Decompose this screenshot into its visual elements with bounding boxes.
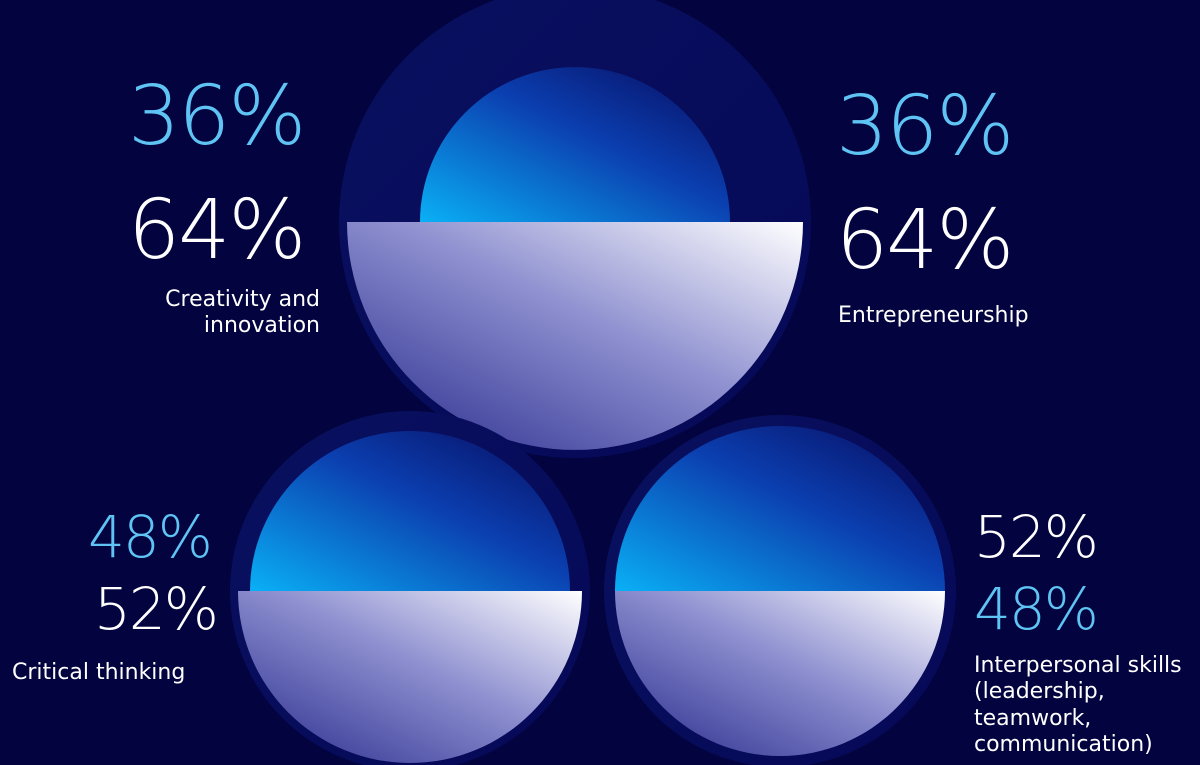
pie-0-top-value: 36% [128,69,306,164]
pie-2-top-value: 48% [88,503,213,571]
pie-1-top-value: 36% [836,79,1014,174]
pie-0-bottom-value: 64% [128,183,306,278]
pie-1-bottom-value: 64% [836,193,1014,288]
pie-3-slice-top [615,426,945,591]
pie-3-top-value: 52% [974,503,1099,571]
pie-3-label: Interpersonal skills (leadership, teamwo… [974,653,1182,758]
pie-3-bottom-value: 48% [974,575,1099,643]
pie-1-label: Entrepreneurship [838,303,1029,328]
pie-2-slice-bottom [238,591,582,763]
pie-3-slice-bottom [615,591,945,756]
pie-2-label: Critical thinking [12,660,186,685]
pie-0-label: Creativity and innovation [165,287,320,339]
pie-0-slice-top [420,67,730,222]
pie-2-bottom-value: 52% [94,575,219,643]
pie-0-slice-bottom [347,222,803,450]
pie-2-slice-top [250,431,570,591]
